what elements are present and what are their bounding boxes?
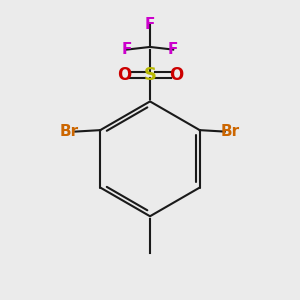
Text: O: O	[169, 66, 183, 84]
Text: Br: Br	[221, 124, 240, 139]
Text: F: F	[145, 17, 155, 32]
Text: S: S	[143, 66, 157, 84]
Text: F: F	[168, 42, 178, 57]
Text: Br: Br	[60, 124, 79, 139]
Text: O: O	[117, 66, 131, 84]
Text: F: F	[122, 42, 132, 57]
